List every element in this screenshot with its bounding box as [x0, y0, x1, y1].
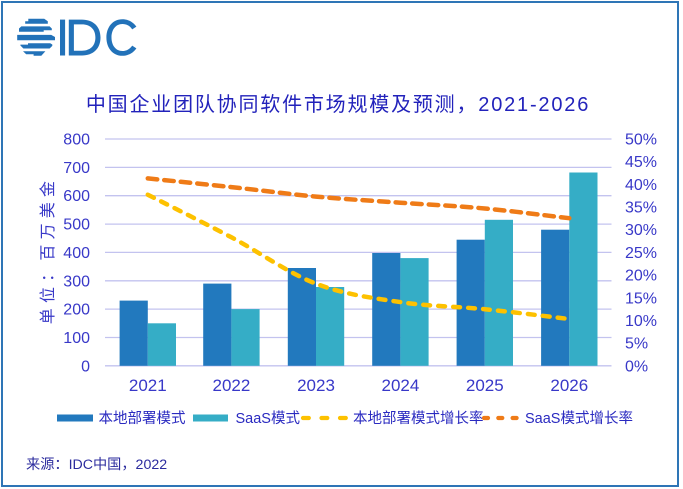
svg-text:2026: 2026: [550, 376, 588, 395]
svg-text:10%: 10%: [625, 313, 657, 330]
svg-text:30%: 30%: [625, 222, 657, 239]
svg-text:0: 0: [81, 358, 90, 375]
svg-text:700: 700: [63, 160, 90, 177]
svg-text:2023: 2023: [297, 376, 335, 395]
svg-text:5%: 5%: [625, 336, 648, 353]
svg-text:SaaS模式: SaaS模式: [236, 410, 301, 427]
svg-text:300: 300: [63, 273, 90, 290]
svg-text:2024: 2024: [381, 376, 419, 395]
svg-text:100: 100: [63, 330, 90, 347]
svg-text:50%: 50%: [625, 132, 657, 149]
svg-text:0%: 0%: [625, 358, 648, 375]
svg-text:2025: 2025: [466, 376, 504, 395]
svg-text:2021: 2021: [129, 376, 167, 395]
svg-text:45%: 45%: [625, 154, 657, 171]
svg-text:40%: 40%: [625, 177, 657, 194]
svg-text:400: 400: [63, 245, 90, 262]
svg-text:20%: 20%: [625, 268, 657, 285]
svg-text:2022: 2022: [212, 376, 250, 395]
svg-text:本地部署模式增长率: 本地部署模式增长率: [353, 410, 484, 427]
svg-text:600: 600: [63, 188, 90, 205]
svg-text:500: 500: [63, 217, 90, 234]
svg-text:SaaS模式增长率: SaaS模式增长率: [525, 410, 633, 427]
svg-text:35%: 35%: [625, 200, 657, 217]
svg-text:本地部署模式: 本地部署模式: [99, 410, 186, 427]
svg-text:800: 800: [63, 132, 90, 149]
svg-text:25%: 25%: [625, 245, 657, 262]
svg-text:15%: 15%: [625, 290, 657, 307]
svg-text:200: 200: [63, 302, 90, 319]
